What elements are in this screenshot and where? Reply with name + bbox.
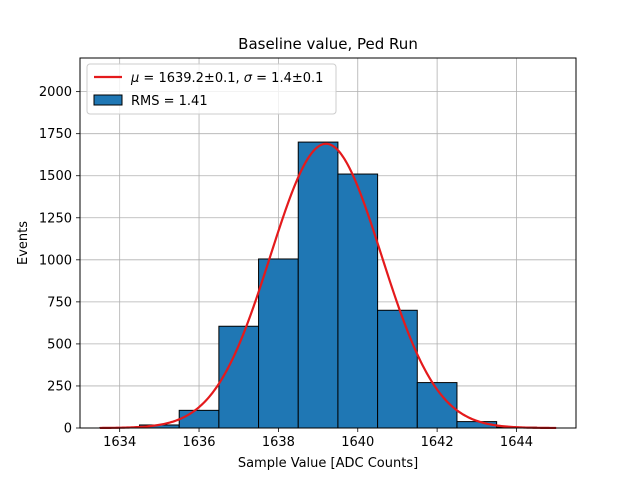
histogram-bar	[297, 141, 339, 429]
y-tick-label: 1750	[39, 127, 72, 142]
x-tick-label: 1640	[341, 435, 374, 450]
y-tick-label: 1500	[39, 169, 72, 184]
x-axis-label: Sample Value [ADC Counts]	[238, 456, 418, 471]
histogram-bar	[218, 325, 260, 429]
y-tick-label: 2000	[39, 85, 72, 100]
y-tick-label: 1250	[39, 211, 72, 226]
y-axis-ticks: 0 250 500 750 1000 1250 1500 1750 2000	[39, 85, 80, 437]
legend: μ = 1639.2±0.1, σ = 1.4±0.1 RMS = 1.41	[86, 63, 337, 115]
y-tick-label: 500	[47, 337, 72, 352]
x-tick-label: 1636	[182, 435, 215, 450]
x-tick-label: 1638	[262, 435, 295, 450]
fit-curve-group	[99, 142, 557, 430]
histogram-bar	[337, 173, 379, 429]
y-tick-label: 250	[47, 379, 72, 394]
y-tick-label: 0	[64, 422, 72, 437]
y-axis-label: Events	[16, 221, 31, 265]
histogram-bars	[99, 141, 537, 429]
legend-mu-symbol: μ	[130, 71, 139, 86]
histogram-bar	[377, 309, 418, 429]
x-axis-ticks: 1634 1636 1638 1640 1642 1644	[103, 428, 533, 450]
x-tick-label: 1642	[421, 435, 454, 450]
y-tick-label: 750	[47, 295, 72, 310]
chart-title: Baseline value, Ped Run	[238, 35, 418, 53]
histogram-bar	[178, 409, 220, 429]
y-tick-label: 1000	[39, 253, 72, 268]
legend-sigma-value: = 1.4±0.1	[252, 71, 323, 86]
fit-curve	[99, 142, 557, 430]
x-tick-label: 1644	[500, 435, 533, 450]
legend-hist-label: RMS = 1.41	[131, 94, 208, 109]
legend-hist-swatch	[93, 94, 123, 106]
x-tick-label: 1634	[103, 435, 136, 450]
legend-sigma-symbol: σ	[244, 71, 253, 86]
legend-fit-label: μ = 1639.2±0.1, σ = 1.4±0.1	[130, 71, 323, 86]
legend-mu-value: = 1639.2±0.1,	[139, 71, 243, 86]
legend-box	[86, 63, 337, 115]
plot-frame	[79, 57, 577, 429]
histogram-bar	[258, 258, 299, 429]
